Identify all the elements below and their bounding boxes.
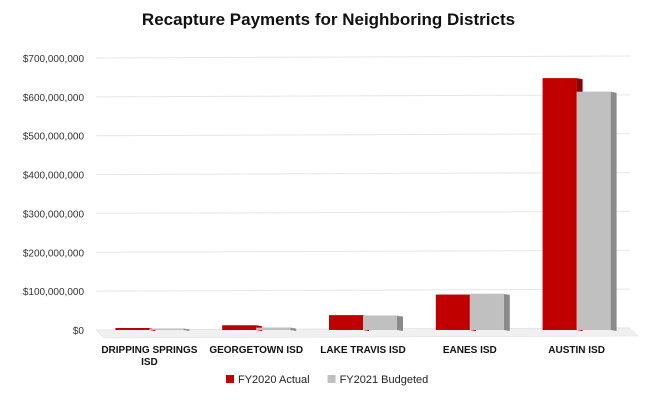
y-tick-label: $400,000,000 xyxy=(23,171,85,182)
y-tick-label: $700,000,000 xyxy=(23,54,85,65)
y-tick-label: $300,000,000 xyxy=(23,209,85,220)
y-tick-label: $600,000,000 xyxy=(23,93,85,104)
chart-title: Recapture Payments for Neighboring Distr… xyxy=(141,10,516,29)
legend-swatch xyxy=(226,375,234,383)
bar-fy2020-actual xyxy=(435,294,470,330)
bar-side xyxy=(503,293,510,331)
bar-fy2020-actual xyxy=(115,328,150,330)
gridline xyxy=(95,94,631,98)
gridline xyxy=(95,133,631,137)
bar-fy2020-actual xyxy=(329,315,363,330)
gridline xyxy=(95,210,631,214)
bar-side xyxy=(397,315,403,331)
bar-fy2021-budgeted xyxy=(576,91,611,330)
x-category-label: LAKE TRAVIS ISD xyxy=(320,345,405,356)
legend-label: FY2021 Budgeted xyxy=(340,374,429,386)
gridline xyxy=(95,55,631,59)
x-category-label: AUSTIN ISD xyxy=(548,345,605,356)
bar-fy2020-actual xyxy=(542,78,577,330)
bar-side xyxy=(610,91,617,331)
y-tick-label: $200,000,000 xyxy=(23,248,85,259)
bar-fy2021-budgeted xyxy=(469,293,504,330)
x-category-label: ISD xyxy=(141,357,158,368)
gridline xyxy=(95,172,631,176)
gridline xyxy=(95,249,631,253)
y-tick-label: $500,000,000 xyxy=(23,132,85,143)
gridline xyxy=(95,288,631,292)
legend-swatch xyxy=(327,375,336,383)
bar-fy2021-budgeted xyxy=(363,315,397,330)
x-category-label: DRIPPING SPRINGS xyxy=(101,345,197,356)
x-category-label: EANES ISD xyxy=(443,345,497,356)
x-category-label: GEORGETOWN ISD xyxy=(209,345,303,356)
bar-fy2020-actual xyxy=(222,325,257,330)
y-tick-label: $100,000,000 xyxy=(23,287,85,298)
bar-fy2021-budgeted xyxy=(149,328,184,330)
bar-fy2021-budgeted xyxy=(256,327,291,330)
y-tick-label: $0 xyxy=(73,326,85,337)
legend-label: FY2020 Actual xyxy=(238,374,310,386)
